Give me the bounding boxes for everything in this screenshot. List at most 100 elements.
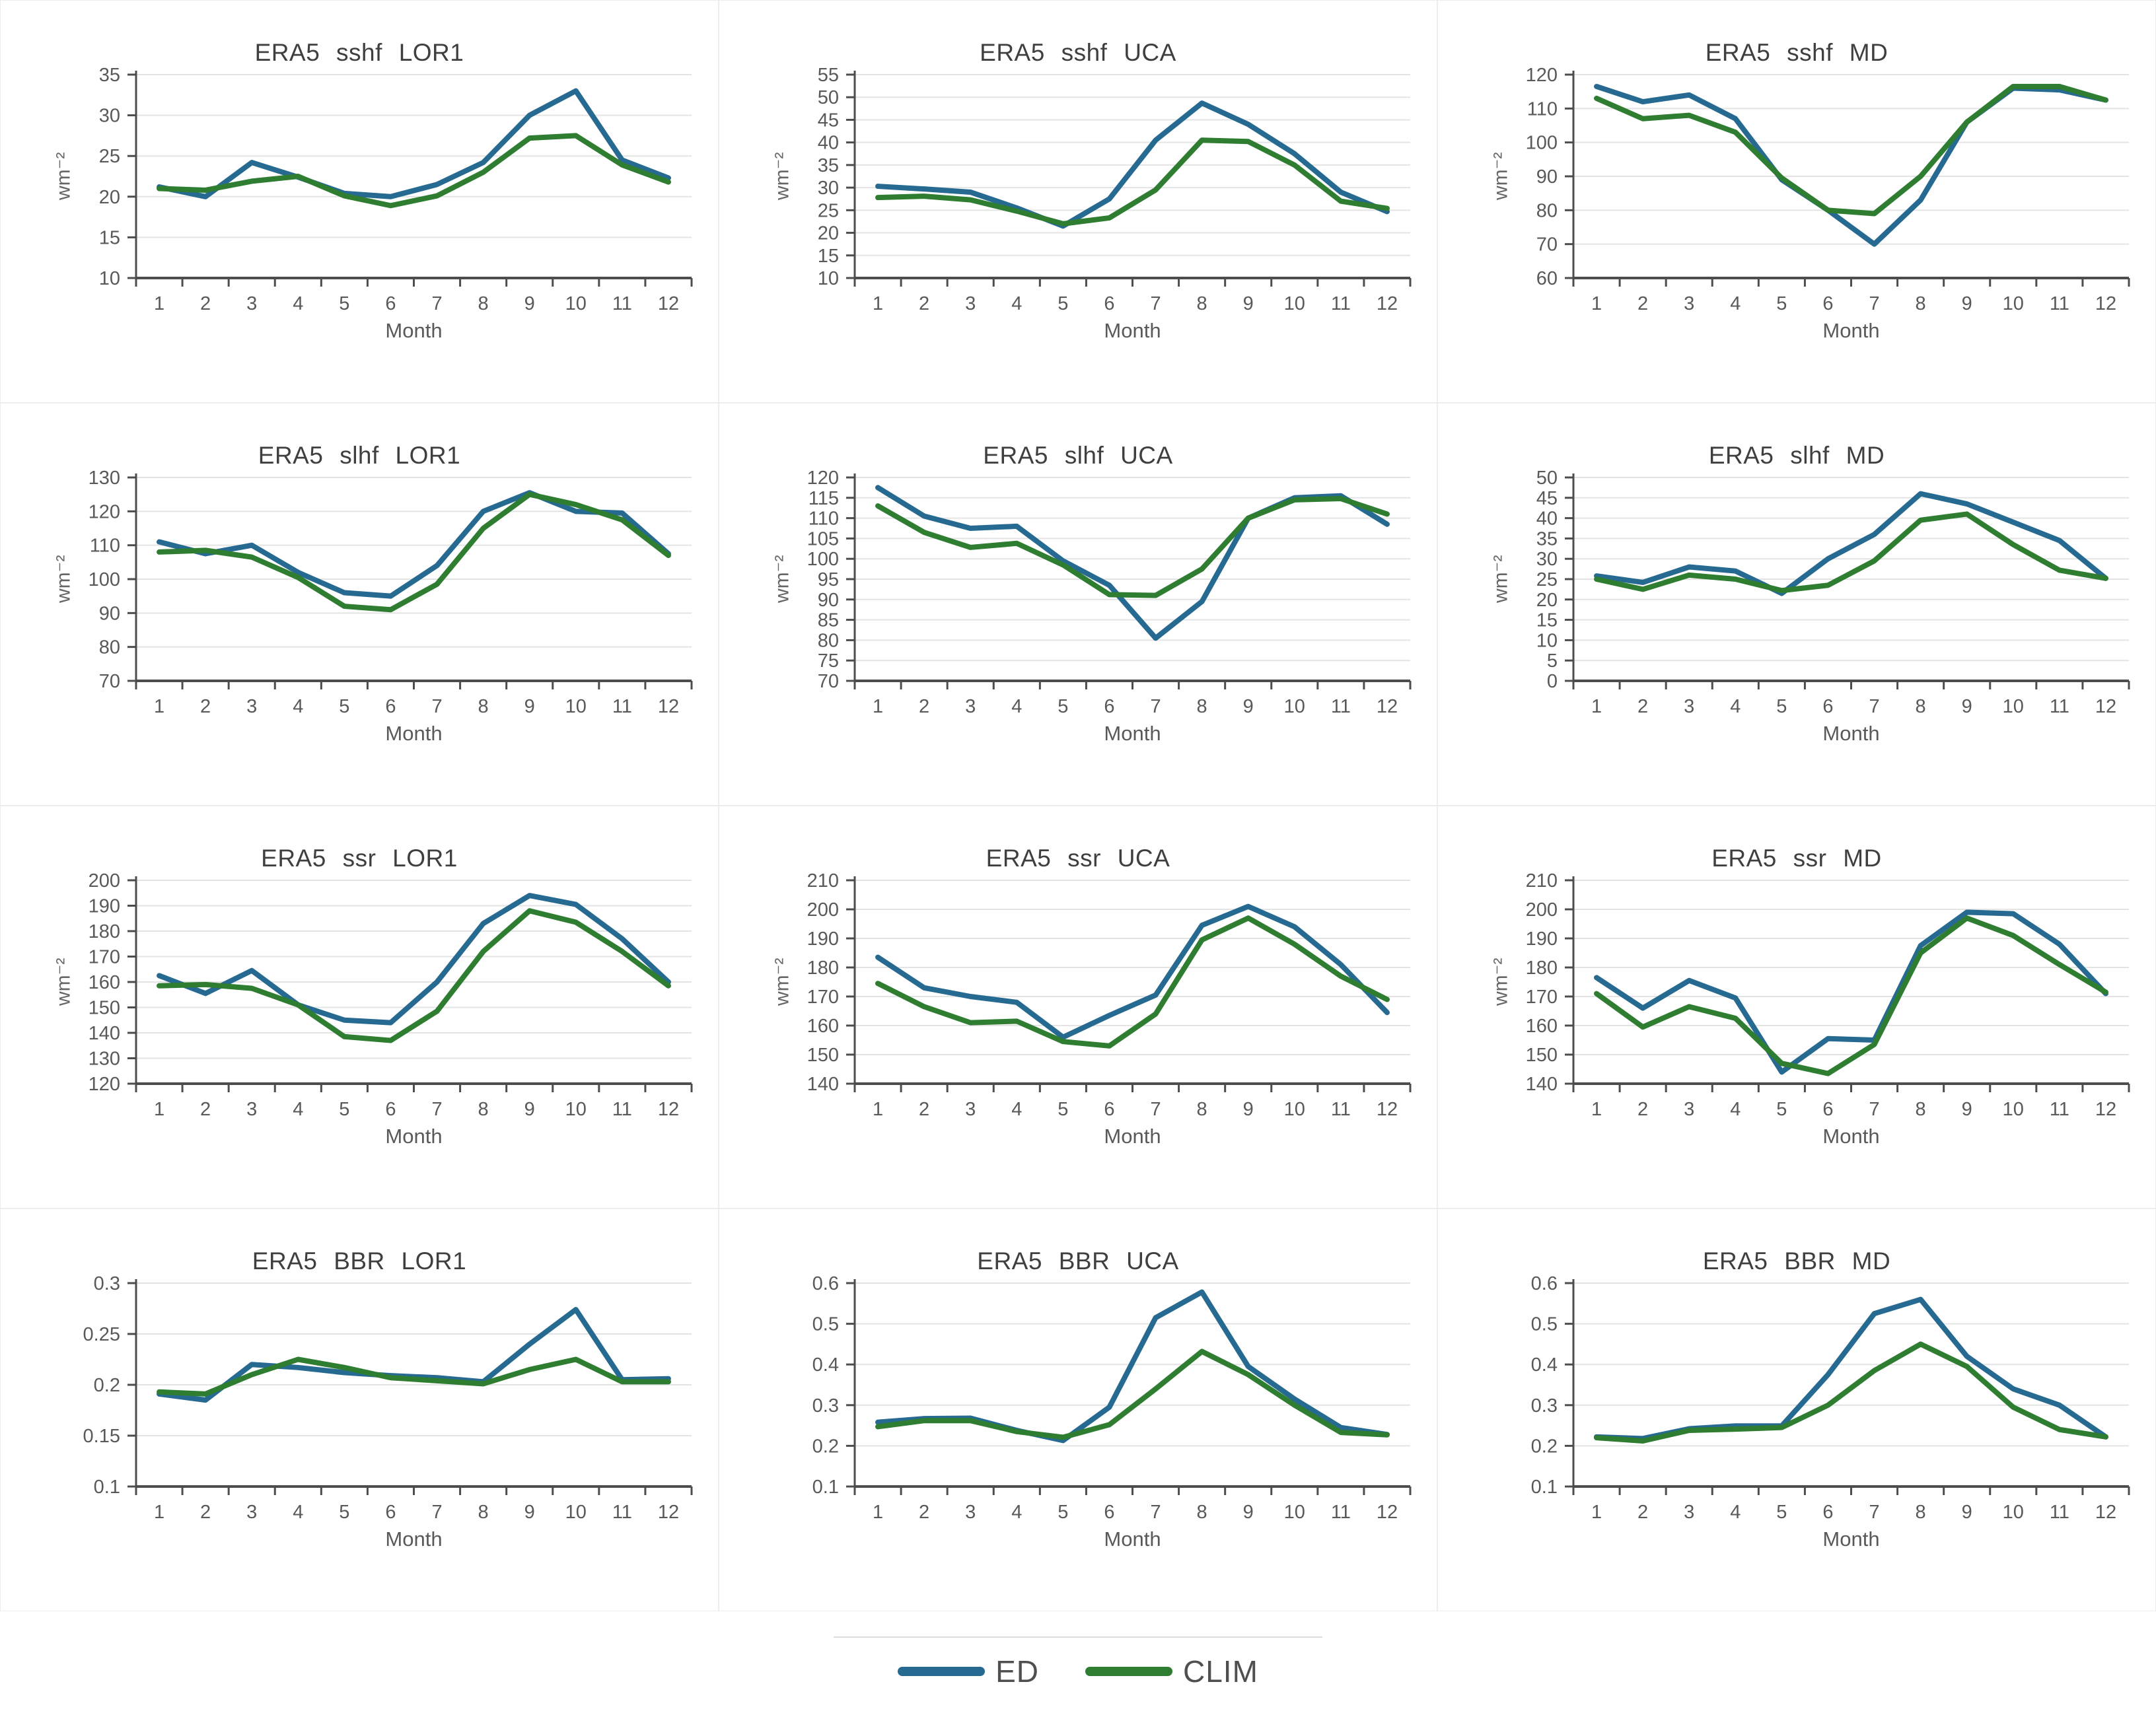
- x-tick-label: 9: [1243, 696, 1254, 717]
- y-tick-label: 25: [99, 146, 120, 167]
- y-tick-label: 20: [818, 223, 839, 244]
- y-tick-label: 160: [807, 1016, 839, 1037]
- x-tick-label: 3: [246, 696, 257, 717]
- y-tick-label: 40: [1536, 508, 1558, 530]
- y-tick-label: 15: [818, 246, 839, 267]
- x-tick-label: 12: [2095, 1099, 2116, 1120]
- x-tick-label: 3: [246, 1502, 257, 1523]
- x-tick-label: 8: [1916, 293, 1926, 314]
- x-tick-label: 5: [339, 1099, 349, 1120]
- x-tick-label: 1: [154, 1502, 164, 1523]
- x-tick-label: 11: [612, 1502, 632, 1523]
- y-tick-label: 200: [89, 870, 120, 892]
- y-tick-label: 15: [99, 227, 120, 248]
- clim-line: [1594, 915, 2108, 1076]
- clim-line: [1594, 83, 2108, 217]
- x-tick-label: 4: [293, 293, 303, 314]
- y-tick-label: 200: [1526, 899, 1558, 921]
- x-tick-label: 2: [1637, 696, 1648, 717]
- x-tick-label: 5: [1058, 293, 1068, 314]
- x-tick-label: 4: [1730, 696, 1741, 717]
- y-tick-label: 10: [99, 268, 120, 289]
- x-tick-label: 9: [524, 696, 535, 717]
- y-tick-label: 80: [818, 630, 839, 651]
- chart-card-bbr-uca: ERA5 BBR UCA 0.1 0.2 0.3 0.4 0.5 0.6 1 2 3 4 5 6 7 8 9…: [719, 1208, 1437, 1611]
- ed-line: [1594, 491, 2108, 596]
- y-tick-label: 120: [807, 468, 839, 489]
- y-tick-label: 0.5: [1531, 1314, 1558, 1335]
- clim-line: [157, 1356, 671, 1397]
- legend-item-clim: CLIM: [1085, 1654, 1258, 1689]
- y-tick-label: 110: [90, 536, 120, 557]
- x-tick-label: 8: [1916, 696, 1926, 717]
- y-tick-label: 150: [1526, 1045, 1558, 1066]
- y-tick-label: 180: [89, 921, 120, 942]
- x-tick-label: 11: [612, 696, 632, 717]
- y-tick-label: 130: [89, 468, 120, 489]
- x-tick-label: 1: [1591, 1099, 1602, 1120]
- x-tick-label: 6: [1822, 293, 1833, 314]
- y-tick-label: 0.6: [1531, 1273, 1558, 1294]
- x-tick-label: 2: [919, 696, 929, 717]
- y-tick-label: 100: [807, 549, 839, 570]
- y-tick-label: 210: [1526, 870, 1558, 892]
- y-tick-label: 30: [1536, 549, 1558, 570]
- x-tick-label: 9: [1243, 1502, 1254, 1523]
- y-tick-label: 140: [1526, 1074, 1558, 1095]
- legend-divider: [834, 1636, 1322, 1638]
- x-tick-label: 2: [1637, 1502, 1648, 1523]
- x-tick-label: 10: [2003, 1099, 2024, 1120]
- x-tick-label: 11: [2050, 293, 2069, 314]
- x-tick-label: 9: [1962, 293, 1972, 314]
- x-tick-label: 7: [1150, 1099, 1161, 1120]
- x-tick-label: 2: [200, 1502, 211, 1523]
- x-tick-label: 6: [1104, 1502, 1114, 1523]
- x-tick-label: 6: [1104, 1099, 1114, 1120]
- x-tick-label: 1: [154, 293, 164, 314]
- y-tick-label: 45: [818, 110, 839, 131]
- y-tick-label: 10: [1536, 630, 1558, 651]
- x-tick-label: 6: [1822, 1099, 1833, 1120]
- x-tick-label: 8: [1197, 1099, 1207, 1120]
- x-tick-label: 9: [1962, 696, 1972, 717]
- y-tick-label: 190: [89, 896, 120, 917]
- y-tick-label: 20: [1536, 590, 1558, 611]
- y-tick-label: 170: [807, 987, 839, 1008]
- legend: ED CLIM: [0, 1636, 2156, 1689]
- ed-line: [157, 88, 671, 199]
- chart-title: ERA5 ssr MD: [1711, 845, 1882, 872]
- x-tick-label: 3: [246, 1099, 257, 1120]
- x-tick-label: 3: [965, 1099, 976, 1120]
- y-tick-label: 0.2: [1531, 1436, 1558, 1457]
- x-tick-label: 6: [385, 1099, 396, 1120]
- x-tick-label: 10: [2003, 293, 2024, 314]
- y-tick-label: 0.1: [812, 1477, 839, 1498]
- x-tick-label: 10: [565, 696, 587, 717]
- x-tick-label: 7: [431, 1099, 442, 1120]
- x-tick-label: 9: [524, 1502, 535, 1523]
- y-tick-label: 85: [818, 610, 839, 631]
- y-tick-label: 25: [1536, 569, 1558, 590]
- legend-row: ED CLIM: [0, 1654, 2156, 1689]
- x-tick-label: 5: [1058, 696, 1068, 717]
- x-tick-label: 4: [293, 696, 303, 717]
- x-tick-label: 2: [200, 293, 211, 314]
- clim-line: [1594, 511, 2108, 594]
- chart-title: ERA5 BBR LOR1: [252, 1247, 467, 1275]
- x-tick-label: 10: [1284, 696, 1305, 717]
- x-tick-label: 10: [2003, 696, 2024, 717]
- chart-title: ERA5 sshf UCA: [980, 39, 1176, 66]
- y-tick-label: 60: [1536, 268, 1558, 289]
- chart-card-slhf-lor1: ERA5 slhf LOR1 wm⁻² 70 80 90 100 110 120 130 1 2…: [0, 403, 719, 806]
- x-tick-label: 1: [1591, 1502, 1602, 1523]
- x-tick-label: 11: [1331, 1502, 1351, 1523]
- x-tick-label: 1: [154, 696, 164, 717]
- y-tick-label: 80: [99, 637, 120, 658]
- x-tick-label: 8: [478, 1099, 489, 1120]
- y-tick-label: 120: [89, 501, 120, 522]
- y-tick-label: 0.15: [83, 1426, 120, 1447]
